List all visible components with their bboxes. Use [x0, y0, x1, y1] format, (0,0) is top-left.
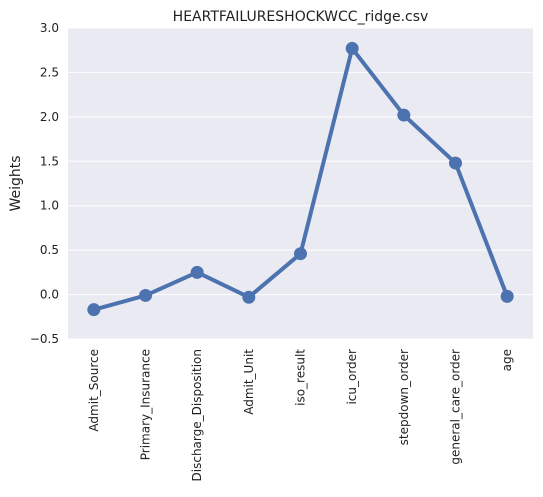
data-point	[345, 41, 359, 55]
y-tick-label: 0.5	[40, 243, 59, 257]
x-tick-label: icu_order	[345, 349, 359, 405]
y-tick-label: 0.0	[40, 288, 59, 302]
plot-background	[68, 28, 533, 339]
data-point	[190, 265, 204, 279]
data-point	[242, 290, 256, 304]
y-tick-label: 2.5	[40, 65, 59, 79]
x-tick-label: Primary_Insurance	[139, 349, 153, 460]
data-point	[294, 247, 307, 261]
y-tick-label: −0.5	[30, 332, 59, 346]
y-tick-label: 1.5	[40, 154, 59, 168]
y-tick-label: 2.0	[40, 110, 59, 124]
x-tick-label: iso_result	[294, 349, 308, 406]
data-point	[87, 303, 101, 317]
data-point	[139, 288, 152, 302]
x-axis-ticks: Admit_Source Primary_Insurance Discharge_D…	[87, 349, 514, 482]
x-tick-label: stepdown_order	[397, 349, 411, 445]
x-tick-label: age	[500, 349, 514, 371]
data-points	[87, 41, 514, 317]
data-point	[397, 108, 411, 122]
y-tick-label: 1.0	[40, 199, 59, 213]
data-point	[500, 289, 514, 303]
y-tick-label: 3.0	[40, 21, 59, 35]
chart-title: HEARTFAILURESHOCKWCC_ridge.csv	[173, 9, 429, 25]
x-tick-label: Discharge_Disposition	[190, 349, 204, 481]
x-tick-label: Admit_Unit	[242, 349, 256, 415]
y-axis-ticks: −0.5 0.0 0.5 1.0 1.5 2.0 2.5 3.0	[30, 21, 59, 346]
x-tick-label: Admit_Source	[87, 349, 101, 432]
y-axis-label: Weights	[8, 155, 24, 211]
data-point	[449, 156, 462, 170]
x-tick-label: general_care_order	[449, 349, 463, 465]
